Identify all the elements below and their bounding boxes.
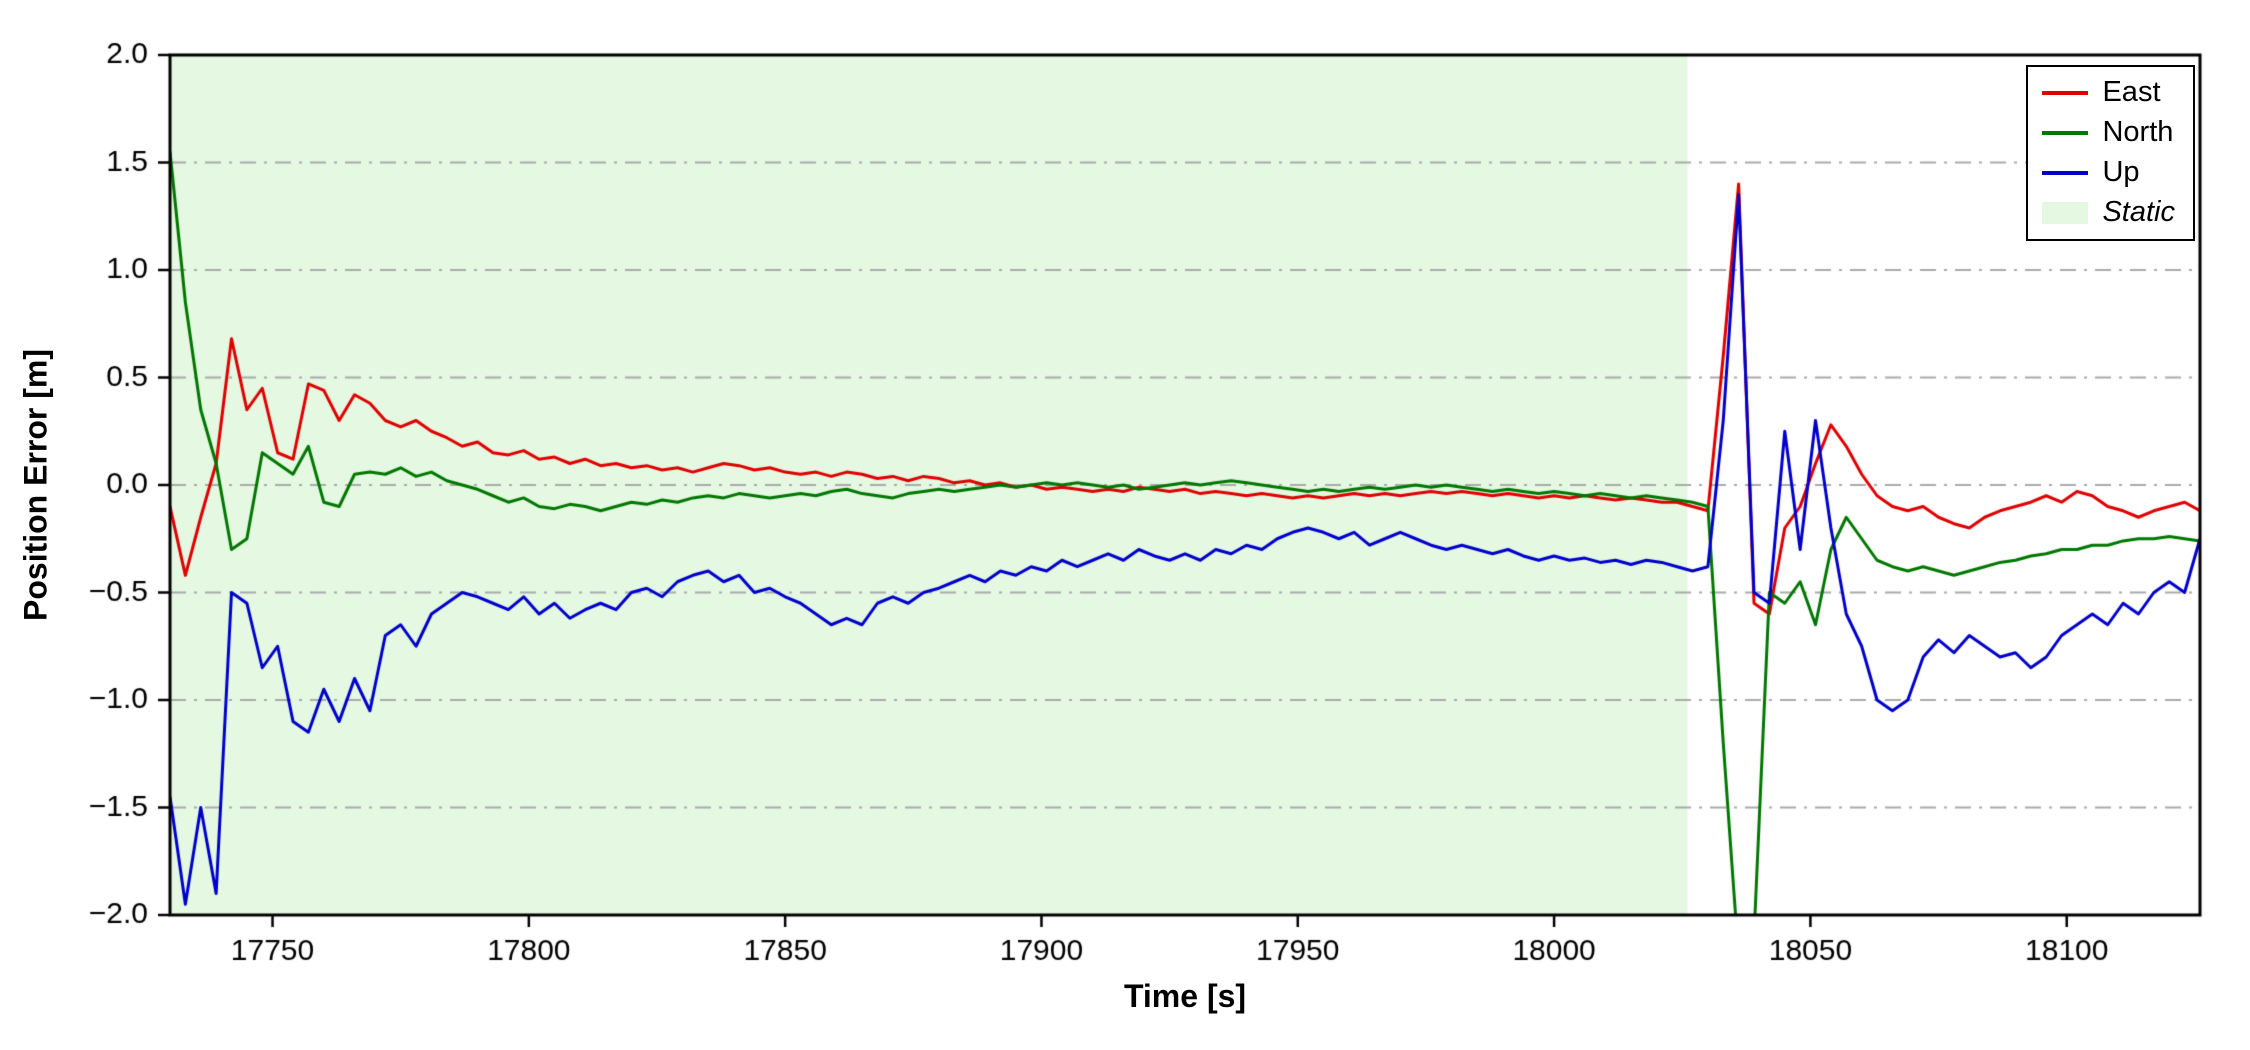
north-line-swatch (2042, 130, 2089, 135)
legend: East North Up Static (2026, 65, 2195, 241)
static-patch-swatch (2042, 201, 2089, 224)
y-axis-label: Position Error [m] (17, 348, 54, 622)
x-axis-label: Time [s] (1123, 978, 1247, 1014)
legend-label-static: Static (2102, 195, 2175, 228)
legend-entry-north: North (2042, 115, 2175, 149)
legend-entry-east: East (2042, 76, 2175, 109)
legend-label-up: Up (2102, 155, 2140, 188)
legend-label-north: North (2102, 115, 2174, 148)
legend-label-east: East (2102, 76, 2161, 108)
legend-entry-up: Up (2042, 155, 2175, 189)
legend-entry-static: Static (2042, 195, 2175, 229)
up-line-swatch (2042, 170, 2089, 175)
east-line-swatch (2042, 90, 2089, 95)
